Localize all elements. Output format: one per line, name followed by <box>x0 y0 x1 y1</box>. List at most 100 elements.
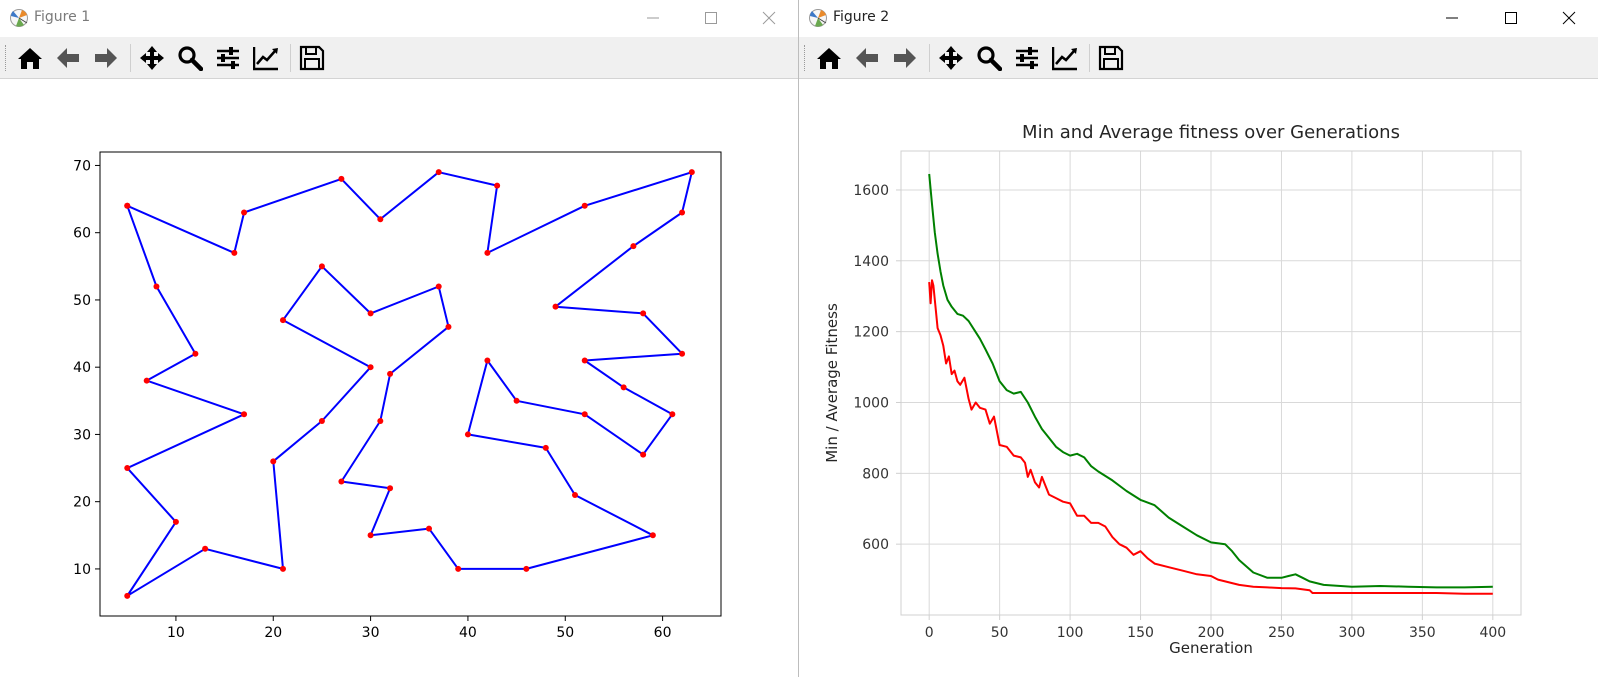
city-marker <box>484 249 491 256</box>
y-tick-label: 10 <box>73 562 91 578</box>
city-marker <box>338 175 345 182</box>
city-marker <box>172 518 179 525</box>
city-marker <box>318 263 325 270</box>
home-button[interactable] <box>813 42 845 74</box>
city-marker <box>270 458 277 465</box>
x-tick-label: 400 <box>1479 625 1506 641</box>
city-marker <box>640 451 647 458</box>
toolbar-separator <box>130 44 131 72</box>
city-marker <box>231 249 238 256</box>
axes-frame <box>900 150 1522 616</box>
maximize-icon <box>1505 12 1517 24</box>
window-title: Figure 2 <box>833 9 890 25</box>
x-tick-label: 350 <box>1409 625 1436 641</box>
navigation-toolbar <box>799 37 1598 79</box>
figure-2-window: Figure 2 <box>798 0 1598 677</box>
city-marker <box>387 370 394 377</box>
y-tick-label: 50 <box>73 293 91 309</box>
edit-axis-line-icon <box>1052 47 1077 71</box>
forward-button[interactable] <box>90 42 122 74</box>
home-icon <box>18 48 42 69</box>
forward-button[interactable] <box>889 42 921 74</box>
y-tick-label: 1600 <box>853 183 889 199</box>
figure-canvas[interactable]: 0 50 100 150 200 250 300 350 400 600 800 1000 1200 14… <box>799 79 1598 677</box>
edit-axis-button[interactable] <box>1049 42 1081 74</box>
city-marker <box>455 565 462 572</box>
x-axis-label: Generation <box>1169 639 1253 657</box>
minimize-icon <box>1446 17 1458 19</box>
city-marker <box>649 532 656 539</box>
minimize-icon <box>647 17 659 19</box>
y-tick-label: 1400 <box>853 254 889 270</box>
back-button[interactable] <box>851 42 883 74</box>
city-marker <box>241 411 248 418</box>
city-marker <box>367 310 374 317</box>
city-marker <box>279 565 286 572</box>
y-tick-label: 800 <box>862 466 889 482</box>
fitness-chart[interactable]: 0 50 100 150 200 250 300 350 400 600 800 1000 1200 14… <box>799 79 1598 677</box>
figure-canvas[interactable]: 10 20 30 40 50 60 10 20 30 40 50 60 70 <box>0 79 798 677</box>
city-marker <box>241 209 248 216</box>
city-marker <box>581 357 588 364</box>
city-marker <box>279 317 286 324</box>
edit-axis-button[interactable] <box>250 42 282 74</box>
toolbar-separator <box>290 44 291 72</box>
zoom-button[interactable] <box>174 42 206 74</box>
title-bar[interactable]: Figure 2 <box>799 0 1598 37</box>
save-button[interactable] <box>296 42 328 74</box>
city-marker <box>153 283 160 290</box>
tsp-route-chart[interactable]: 10 20 30 40 50 60 10 20 30 40 50 60 70 <box>0 79 798 677</box>
zoom-button[interactable] <box>973 42 1005 74</box>
back-arrow-icon <box>856 48 878 68</box>
save-floppy-icon <box>299 45 325 71</box>
min-fitness-line <box>928 279 1493 595</box>
close-button[interactable] <box>1540 0 1598 37</box>
pan-button[interactable] <box>136 42 168 74</box>
close-button[interactable] <box>740 0 798 37</box>
city-marker <box>435 283 442 290</box>
forward-arrow-icon <box>95 48 117 68</box>
configure-subplots-button[interactable] <box>212 42 244 74</box>
city-marker <box>387 485 394 492</box>
toolbar-separator <box>929 44 930 72</box>
minimize-button[interactable] <box>624 0 682 37</box>
city-marker <box>425 525 432 532</box>
city-marker <box>124 592 131 599</box>
maximize-button[interactable] <box>1482 0 1540 37</box>
close-icon <box>762 11 776 25</box>
average-fitness-line <box>928 173 1493 589</box>
configure-subplots-button[interactable] <box>1011 42 1043 74</box>
city-marker <box>688 169 695 176</box>
pan-move-icon <box>939 46 963 70</box>
minimize-button[interactable] <box>1423 0 1481 37</box>
y-tick-label: 30 <box>73 427 91 443</box>
home-icon <box>817 48 841 69</box>
x-tick-label: 0 <box>925 625 934 641</box>
city-marker <box>581 202 588 209</box>
figure-1-window: Figure 1 <box>0 0 798 677</box>
toolbar-grip[interactable] <box>5 45 9 71</box>
window-title: Figure 1 <box>34 9 91 25</box>
x-tick-label: 50 <box>556 625 574 641</box>
forward-arrow-icon <box>894 48 916 68</box>
plot-area <box>100 152 721 616</box>
city-marker <box>124 202 131 209</box>
save-button[interactable] <box>1095 42 1127 74</box>
x-tick-label: 200 <box>1198 625 1225 641</box>
x-tick-label: 250 <box>1268 625 1295 641</box>
axes-frame <box>99 151 722 617</box>
maximize-button[interactable] <box>682 0 740 37</box>
y-tick-label: 1200 <box>853 325 889 341</box>
toolbar-grip[interactable] <box>804 45 808 71</box>
y-tick-label: 1000 <box>853 395 889 411</box>
title-bar[interactable]: Figure 1 <box>0 0 798 37</box>
city-marker <box>202 545 209 552</box>
x-tick-label: 30 <box>362 625 380 641</box>
home-button[interactable] <box>14 42 46 74</box>
city-marker <box>571 491 578 498</box>
pan-button[interactable] <box>935 42 967 74</box>
y-tick-label: 600 <box>862 537 889 553</box>
back-button[interactable] <box>52 42 84 74</box>
back-arrow-icon <box>57 48 79 68</box>
city-marker <box>377 417 384 424</box>
